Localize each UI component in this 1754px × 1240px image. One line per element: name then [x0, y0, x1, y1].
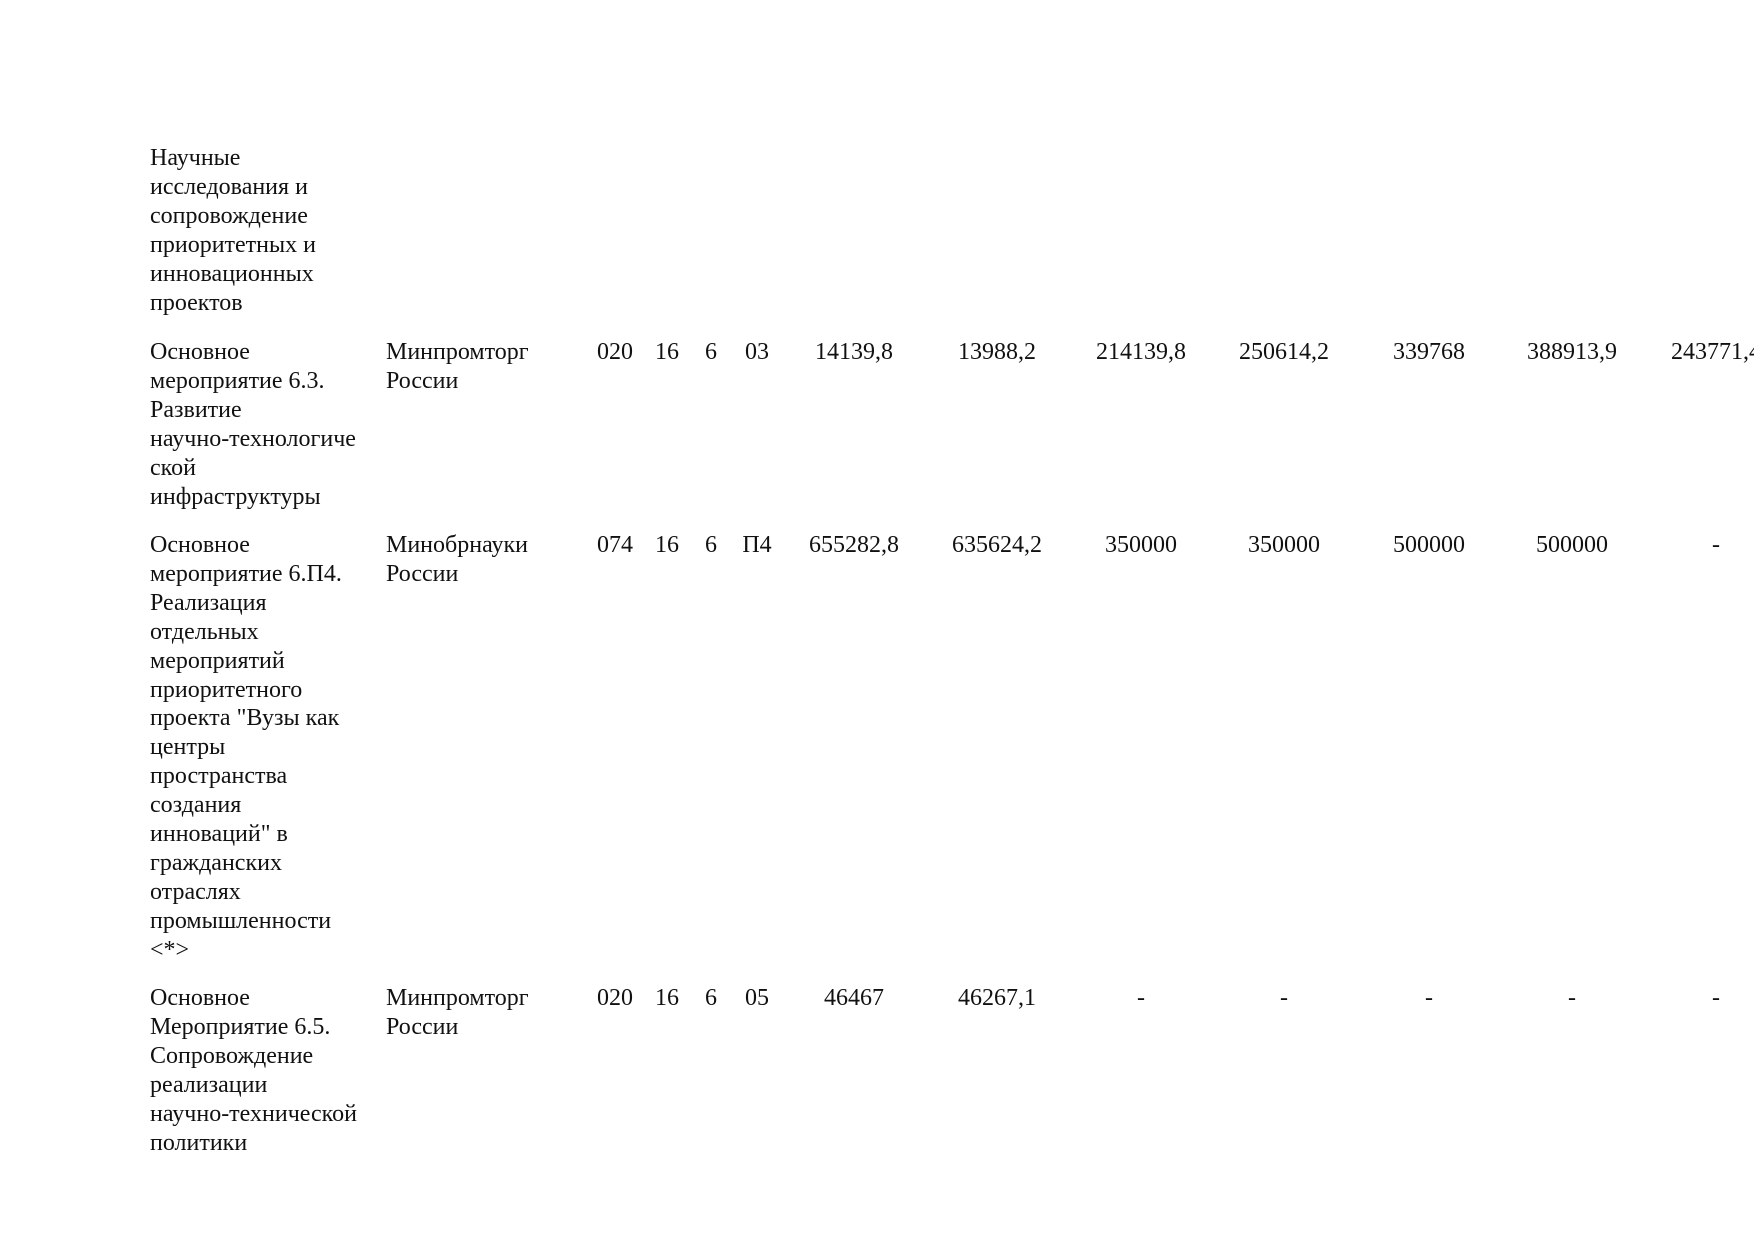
amount: 388913,9	[1527, 339, 1617, 365]
code: 6	[705, 532, 717, 558]
amount: 46467	[824, 985, 884, 1011]
code: П4	[742, 532, 772, 558]
amount: 13988,2	[958, 339, 1036, 365]
code: 16	[655, 985, 679, 1011]
amount: -	[1425, 985, 1433, 1011]
code: 03	[745, 339, 769, 365]
row-title: Основное мероприятие 6.П4. Реализация от…	[150, 532, 342, 963]
amount: 339768	[1393, 339, 1465, 365]
amount: -	[1280, 985, 1288, 1011]
code: 020	[597, 985, 633, 1011]
code: 16	[655, 339, 679, 365]
amount: -	[1137, 985, 1145, 1011]
amount: 14139,8	[815, 339, 893, 365]
code: 6	[705, 339, 717, 365]
amount: 350000	[1248, 532, 1320, 558]
amount: -	[1712, 985, 1720, 1011]
amount: 655282,8	[809, 532, 899, 558]
amount: 214139,8	[1096, 339, 1186, 365]
ministry: Минпромторг России	[386, 339, 529, 394]
row-title: Научные исследования и сопровождение при…	[150, 145, 316, 316]
amount: 243771,4	[1671, 339, 1754, 365]
code: 16	[655, 532, 679, 558]
amount: 350000	[1105, 532, 1177, 558]
amount: 635624,2	[952, 532, 1042, 558]
amount: -	[1712, 532, 1720, 558]
code: 6	[705, 985, 717, 1011]
amount: 250614,2	[1239, 339, 1329, 365]
amount: -	[1568, 985, 1576, 1011]
row-title: Основное мероприятие 6.3. Развитие научн…	[150, 339, 356, 510]
ministry: Минобрнауки России	[386, 532, 529, 587]
ministry: Минпромторг России	[386, 985, 529, 1040]
code: 074	[597, 532, 633, 558]
amount: 500000	[1536, 532, 1608, 558]
amount: 46267,1	[958, 985, 1036, 1011]
code: 05	[745, 985, 769, 1011]
row-title: Основное Мероприятие 6.5. Сопровождение …	[150, 985, 357, 1156]
code: 020	[597, 339, 633, 365]
amount: 500000	[1393, 532, 1465, 558]
